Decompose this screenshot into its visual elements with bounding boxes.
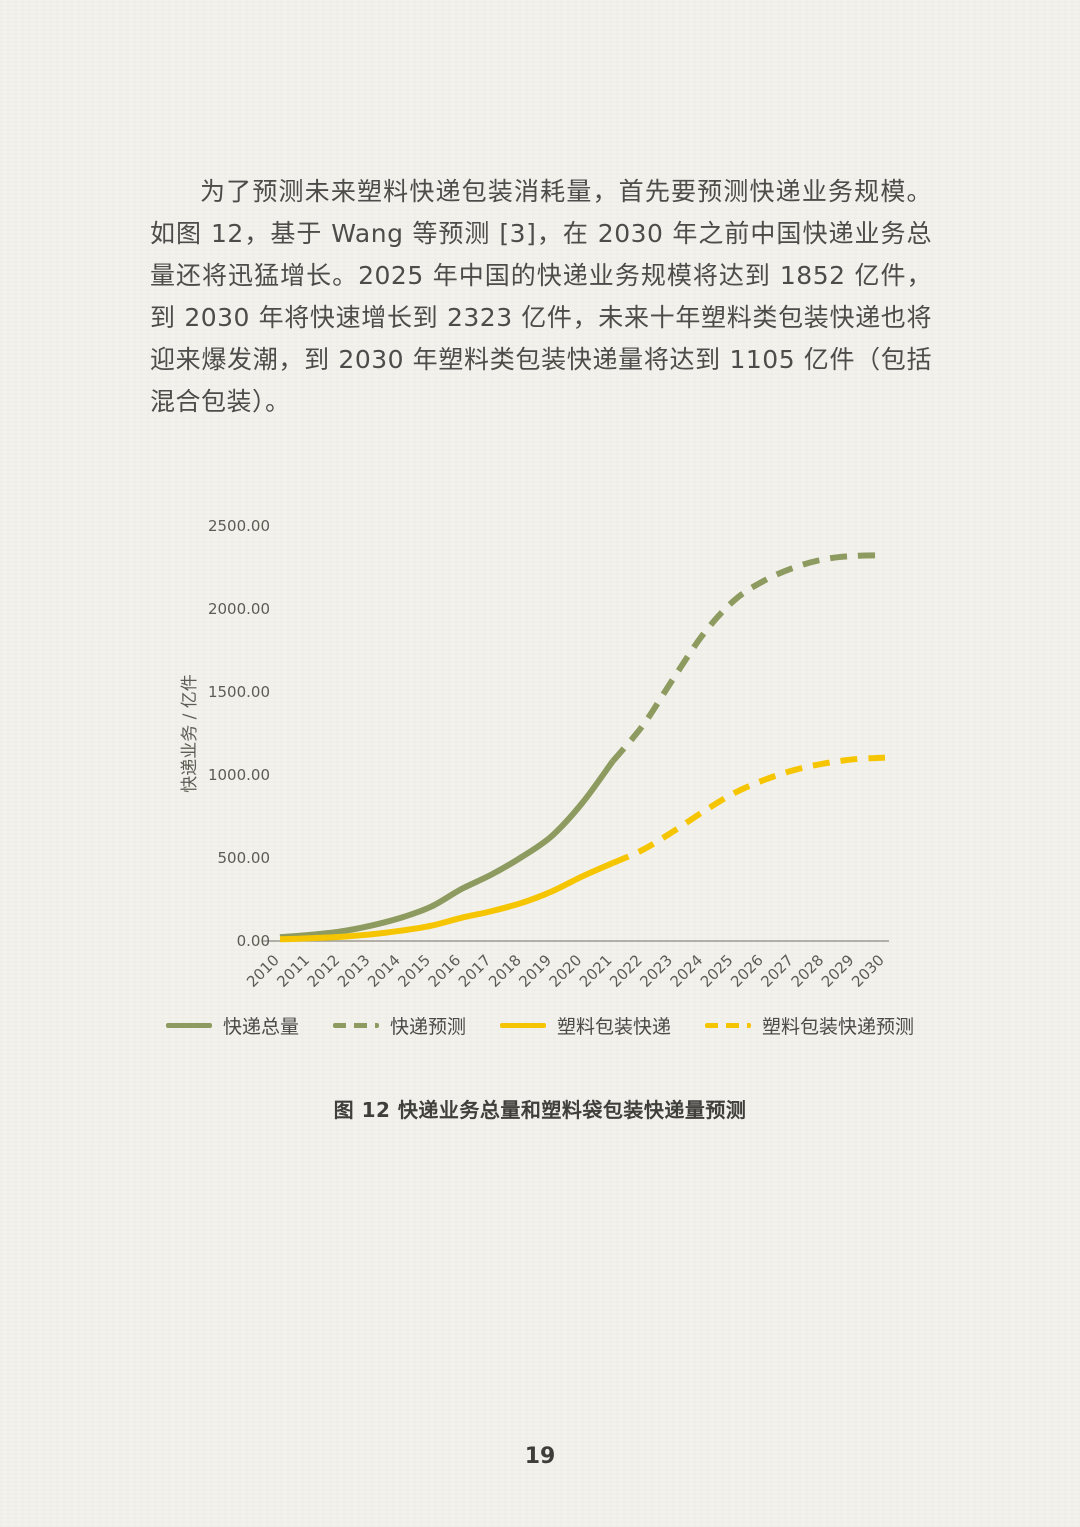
svg-text:2024: 2024 xyxy=(667,951,707,991)
page-number: 19 xyxy=(524,1444,556,1469)
svg-text:2023: 2023 xyxy=(636,951,676,991)
legend-line-sample-dashed-green xyxy=(332,1023,379,1028)
svg-text:2026: 2026 xyxy=(727,951,767,991)
svg-text:500.00: 500.00 xyxy=(218,849,271,867)
legend-item-plastic: 塑料包装快递 xyxy=(500,1012,671,1039)
svg-text:0.00: 0.00 xyxy=(237,932,270,950)
svg-text:快递业务 / 亿件: 快递业务 / 亿件 xyxy=(180,674,200,793)
figure-caption: 图 12 快递业务总量和塑料袋包装快递量预测 xyxy=(333,1098,747,1122)
svg-text:2500.00: 2500.00 xyxy=(208,517,270,535)
svg-text:2010: 2010 xyxy=(243,951,283,991)
legend-label: 塑料包装快递 xyxy=(557,1016,672,1038)
svg-text:2013: 2013 xyxy=(334,951,374,991)
svg-text:2018: 2018 xyxy=(485,951,525,991)
svg-text:2011: 2011 xyxy=(273,951,313,991)
legend-line-sample-dashed-yellow xyxy=(705,1023,752,1028)
figure-chart: 0.00 500.00 1000.00 1500.00 2000.00 2500.00 20… xyxy=(180,517,889,991)
body-paragraph: 为了预测未来塑料快递包装消耗量，首先要预测快递业务规模。如图 12，基于 Wan… xyxy=(150,177,932,416)
legend-line-sample-solid-green xyxy=(165,1023,212,1028)
svg-text:2020: 2020 xyxy=(546,951,586,991)
svg-text:2029: 2029 xyxy=(818,951,858,991)
svg-text:2000.00: 2000.00 xyxy=(208,600,270,618)
svg-text:2022: 2022 xyxy=(606,951,646,991)
legend-label: 快递总量 xyxy=(222,1016,299,1038)
legend-item-total: 快递总量 xyxy=(165,1012,299,1039)
svg-text:2027: 2027 xyxy=(757,951,797,991)
svg-text:2030: 2030 xyxy=(848,951,888,991)
legend-label: 塑料包装快递预测 xyxy=(762,1016,915,1038)
svg-text:2019: 2019 xyxy=(515,951,555,991)
legend-label: 快递预测 xyxy=(389,1016,466,1038)
svg-text:2012: 2012 xyxy=(304,951,344,991)
svg-text:2021: 2021 xyxy=(576,951,616,991)
legend-line-sample-solid-yellow xyxy=(500,1023,546,1028)
svg-text:2014: 2014 xyxy=(364,951,404,991)
svg-text:1500.00: 1500.00 xyxy=(208,683,270,701)
svg-text:2015: 2015 xyxy=(394,951,434,991)
svg-text:2017: 2017 xyxy=(455,951,495,991)
chart-legend: 快递总量 快递预测 塑料包装快递 塑料包装快递预测 xyxy=(0,1012,1080,1039)
svg-text:2025: 2025 xyxy=(697,951,737,991)
svg-text:2028: 2028 xyxy=(788,951,828,991)
legend-item-plastic-forecast: 塑料包装快递预测 xyxy=(705,1012,914,1039)
legend-item-forecast: 快递预测 xyxy=(332,1012,466,1039)
svg-text:1000.00: 1000.00 xyxy=(208,766,270,784)
svg-text:2016: 2016 xyxy=(425,951,465,991)
